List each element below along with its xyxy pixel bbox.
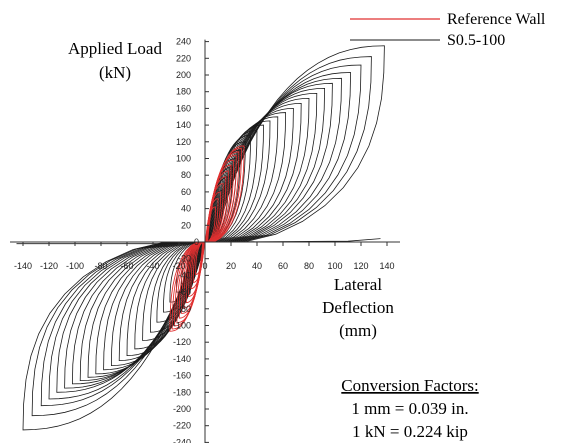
loop-s05-100-negative xyxy=(22,241,209,431)
y-tick-label: -120 xyxy=(173,337,191,347)
conversion-line-mm: 1 mm = 0.039 in. xyxy=(351,399,468,418)
y-tick-label: 180 xyxy=(176,87,191,97)
x-tick-label: 140 xyxy=(379,261,394,271)
loop-s05-100-negative xyxy=(79,241,208,382)
x-tick-label: -100 xyxy=(66,261,84,271)
y-tick-label: -100 xyxy=(173,321,191,331)
y-tick-label: -20 xyxy=(178,254,191,264)
y-tick-label: -160 xyxy=(173,371,191,381)
conversion-heading: Conversion Factors: xyxy=(341,376,478,395)
loop-s05-100-negative xyxy=(118,241,207,362)
x-tick-label: 40 xyxy=(252,261,262,271)
x-tick-label: -40 xyxy=(146,261,159,271)
y-tick-label: -220 xyxy=(173,421,191,431)
loop-s05-100-positive xyxy=(202,102,302,243)
loop-s05-100-positive xyxy=(202,87,326,243)
loop-s05-100-positive xyxy=(202,82,333,243)
plot-axes xyxy=(10,39,400,443)
conversion-line-kn: 1 kN = 0.224 kip xyxy=(352,422,468,441)
legend-label-s05-100: S0.5-100 xyxy=(447,32,505,49)
y-tick-label: 160 xyxy=(176,103,191,113)
tick-labels: -140 -120 -100 -80 -60 -40 -20 0 20 40 60 80 100 120 1… xyxy=(14,37,395,443)
x-axis-title-line2: Deflection xyxy=(322,298,394,317)
x-tick-label: -60 xyxy=(120,261,133,271)
y-tick-label: 220 xyxy=(176,53,191,63)
loop-s05-100-positive xyxy=(201,45,385,243)
loop-s05-100-positive xyxy=(203,107,294,243)
loop-s05-100-negative xyxy=(31,241,209,417)
y-tick-label: 140 xyxy=(176,120,191,130)
y-tick-label: -140 xyxy=(173,354,191,364)
loop-s05-100-positive xyxy=(202,77,342,243)
loop-s05-100-negative xyxy=(126,241,207,357)
x-tick-label: 0 xyxy=(202,261,207,271)
x-tick-label: -80 xyxy=(94,261,107,271)
y-tick-label: -80 xyxy=(178,304,191,314)
x-tick-label: -120 xyxy=(40,261,58,271)
y-tick-label: -180 xyxy=(173,387,191,397)
x-tick-label: 120 xyxy=(353,261,368,271)
x-tick-label: 100 xyxy=(327,261,342,271)
y-tick-label: 100 xyxy=(176,154,191,164)
loop-s05-100-negative xyxy=(71,241,208,385)
loop-s05-100-positive xyxy=(201,72,352,243)
y-tick-label: 20 xyxy=(181,220,191,230)
x-tick-label: 20 xyxy=(226,261,236,271)
y-axis-title-line1: Applied Load xyxy=(68,39,162,58)
y-tick-label: 120 xyxy=(176,137,191,147)
loop-s05-100-negative xyxy=(110,241,208,367)
x-tick-label: -140 xyxy=(14,261,32,271)
x-tick-label: 80 xyxy=(304,261,314,271)
y-tick-label: 240 xyxy=(176,37,191,47)
y-tick-label: 80 xyxy=(181,170,191,180)
y-tick-label: 60 xyxy=(181,187,191,197)
x-axis-title-line1: Lateral xyxy=(334,275,382,294)
plot-curves xyxy=(16,45,385,431)
y-tick-label: -240 xyxy=(173,437,191,443)
y-axis-title-line2: (kN) xyxy=(99,63,131,82)
loop-s05-100-positive xyxy=(201,56,372,243)
x-axis-title-line3: (mm) xyxy=(339,321,377,340)
y-tick-label: -200 xyxy=(173,404,191,414)
x-tick-label: 60 xyxy=(278,261,288,271)
legend: Reference Wall S0.5-100 xyxy=(350,11,546,49)
y-tick-label: -60 xyxy=(178,287,191,297)
y-tick-label: 200 xyxy=(176,70,191,80)
y-tick-label: -40 xyxy=(178,270,191,280)
loop-s05-100-positive xyxy=(201,64,362,243)
loop-reference-wall-negative xyxy=(169,241,206,332)
x-tick-label: -20 xyxy=(172,261,185,271)
loop-reference-wall-positive xyxy=(204,145,245,243)
y-tick-label-zero: 0 xyxy=(194,237,199,247)
loop-s05-100-positive xyxy=(203,112,287,243)
y-tick-label: 40 xyxy=(181,204,191,214)
loop-s05-100-positive xyxy=(202,97,310,243)
conversion-note: Conversion Factors: 1 mm = 0.039 in. 1 k… xyxy=(341,376,478,441)
legend-label-reference-wall: Reference Wall xyxy=(447,11,546,28)
